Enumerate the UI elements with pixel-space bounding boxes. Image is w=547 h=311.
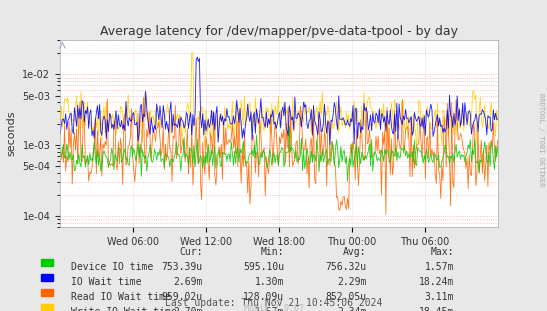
Text: RRDTOOL / TOBI OETIKER: RRDTOOL / TOBI OETIKER [538,93,544,187]
Text: Min:: Min: [261,247,284,257]
Y-axis label: seconds: seconds [7,111,17,156]
Text: 2.70m: 2.70m [173,307,202,311]
Text: Max:: Max: [430,247,454,257]
Text: Write IO Wait time: Write IO Wait time [71,307,177,311]
Text: 756.32u: 756.32u [325,262,366,272]
Text: 852.05u: 852.05u [325,292,366,302]
Text: 1.57m: 1.57m [424,262,454,272]
Text: Read IO Wait time: Read IO Wait time [71,292,171,302]
Text: Last update: Thu Nov 21 10:45:06 2024: Last update: Thu Nov 21 10:45:06 2024 [165,298,382,308]
Text: 753.39u: 753.39u [161,262,202,272]
Text: 959.02u: 959.02u [161,292,202,302]
Text: Avg:: Avg: [343,247,366,257]
Text: 2.29m: 2.29m [337,277,366,287]
Title: Average latency for /dev/mapper/pve-data-tpool - by day: Average latency for /dev/mapper/pve-data… [100,25,458,38]
Text: 595.10u: 595.10u [243,262,284,272]
Text: 1.57m: 1.57m [255,307,284,311]
Text: 18.45m: 18.45m [419,307,454,311]
Text: 128.09u: 128.09u [243,292,284,302]
Text: 2.69m: 2.69m [173,277,202,287]
Text: IO Wait time: IO Wait time [71,277,142,287]
Text: Cur:: Cur: [179,247,202,257]
Text: Device IO time: Device IO time [71,262,153,272]
Text: 18.24m: 18.24m [419,277,454,287]
Text: 3.11m: 3.11m [424,292,454,302]
Text: Munin 2.0.67: Munin 2.0.67 [243,304,304,311]
Text: 1.30m: 1.30m [255,277,284,287]
Text: 2.34m: 2.34m [337,307,366,311]
